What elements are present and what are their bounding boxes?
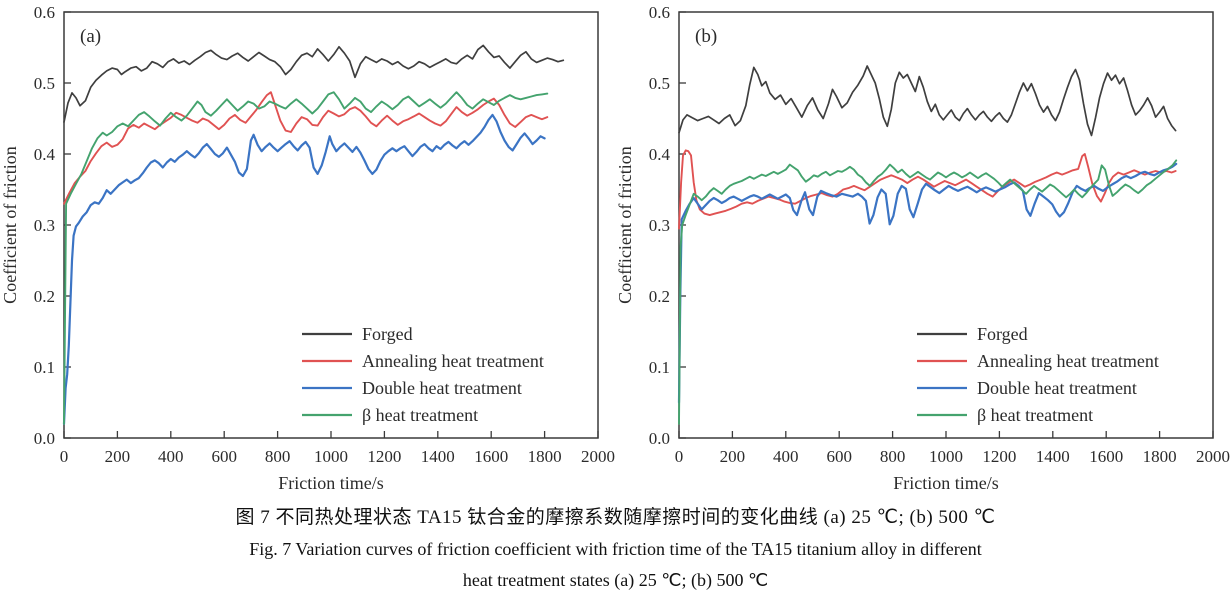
y-tick-label: 0.3 <box>649 216 670 235</box>
legend-item: β heat treatment <box>302 405 478 425</box>
legend-item: Forged <box>917 324 1028 344</box>
legend-label: β heat treatment <box>977 405 1093 425</box>
y-tick-label: 0.4 <box>649 145 671 164</box>
legend-label: Forged <box>977 324 1028 344</box>
legend-label: β heat treatment <box>362 405 478 425</box>
series-line-double-heat-treatment <box>677 162 1178 404</box>
x-tick-label: 200 <box>105 447 131 466</box>
legend-item: Annealing heat treatment <box>302 351 544 371</box>
legend-item: Double heat treatment <box>917 378 1137 398</box>
figure-caption: 图 7 不同热处理状态 TA15 钛合金的摩擦系数随摩擦时间的变化曲线 (a) … <box>0 502 1231 591</box>
x-tick-label: 800 <box>265 447 291 466</box>
line-chart-b: 0 200 400 600 800 1000 1200 1400 1600 1800 2000 0.0… <box>615 3 1230 493</box>
legend-label: Double heat treatment <box>977 378 1137 398</box>
y-tick-label: 0.0 <box>649 429 670 448</box>
y-tick-label: 0.4 <box>34 145 56 164</box>
x-tick-label: 400 <box>773 447 799 466</box>
caption-english-line2: heat treatment states (a) 25 ℃; (b) 500 … <box>462 570 769 590</box>
series-line-forged <box>63 44 565 123</box>
x-tick-label: 600 <box>211 447 237 466</box>
x-tick-label: 1200 <box>982 447 1016 466</box>
x-axis-title: Friction time/s <box>893 473 999 492</box>
y-tick-label: 0.5 <box>649 74 670 93</box>
x-tick-label: 1800 <box>1143 447 1177 466</box>
y-axis-title: Coefficient of friction <box>0 146 20 304</box>
x-tick-label: 2000 <box>581 447 615 466</box>
y-tick-label: 0.6 <box>649 3 670 22</box>
series-line-forged <box>678 65 1177 137</box>
y-tick-label: 0.3 <box>34 216 55 235</box>
plot-border <box>63 11 599 439</box>
y-tick-label: 0.6 <box>34 3 55 22</box>
x-tick-label: 1400 <box>1036 447 1070 466</box>
x-tick-label: 1000 <box>929 447 963 466</box>
x-tick-label: 200 <box>720 447 746 466</box>
x-tick-label: 400 <box>158 447 184 466</box>
line-chart-a: 0 200 400 600 800 1000 1200 1400 1600 1800 2000 0.0… <box>0 3 615 493</box>
legend-item: Forged <box>302 324 413 344</box>
x-tick-label: 0 <box>675 447 684 466</box>
legend-label: Annealing heat treatment <box>362 351 544 371</box>
series-line-β-heat-treatment <box>63 91 549 425</box>
panel-label: (a) <box>80 26 101 47</box>
legend-item: Double heat treatment <box>302 378 522 398</box>
caption-english-line1: Fig. 7 Variation curves of friction coef… <box>249 539 982 559</box>
y-tick-label: 0.0 <box>34 429 55 448</box>
x-tick-label: 1600 <box>474 447 508 466</box>
panel-label: (b) <box>695 26 717 47</box>
legend-item: β heat treatment <box>917 405 1093 425</box>
chart-panel-a: 0 200 400 600 800 1000 1200 1400 1600 1800 2000 0.0… <box>0 0 615 493</box>
x-tick-label: 1000 <box>314 447 348 466</box>
x-tick-label: 800 <box>880 447 906 466</box>
x-tick-label: 1600 <box>1089 447 1123 466</box>
series-line-annealing-heat-treatment <box>678 149 1177 230</box>
y-axis-title: Coefficient of friction <box>615 146 635 304</box>
chart-panel-b: 0 200 400 600 800 1000 1200 1400 1600 1800 2000 0.0… <box>615 0 1230 493</box>
series-line-β-heat-treatment <box>678 159 1178 425</box>
legend-label: Annealing heat treatment <box>977 351 1159 371</box>
x-tick-label: 1800 <box>528 447 562 466</box>
x-tick-label: 1200 <box>367 447 401 466</box>
charts-row: 0 200 400 600 800 1000 1200 1400 1600 1800 2000 0.0… <box>0 0 1230 493</box>
x-tick-label: 2000 <box>1196 447 1230 466</box>
x-tick-label: 0 <box>60 447 69 466</box>
y-tick-label: 0.2 <box>34 287 55 306</box>
x-axis-title: Friction time/s <box>278 473 384 492</box>
series-line-double-heat-treatment <box>62 113 546 425</box>
series-line-annealing-heat-treatment <box>63 91 549 205</box>
y-tick-label: 0.5 <box>34 74 55 93</box>
y-tick-label: 0.1 <box>649 358 670 377</box>
x-tick-label: 1400 <box>421 447 455 466</box>
x-tick-label: 600 <box>826 447 852 466</box>
legend-item: Annealing heat treatment <box>917 351 1159 371</box>
legend-label: Double heat treatment <box>362 378 522 398</box>
y-tick-label: 0.2 <box>649 287 670 306</box>
caption-chinese: 图 7 不同热处理状态 TA15 钛合金的摩擦系数随摩擦时间的变化曲线 (a) … <box>235 507 996 528</box>
legend-label: Forged <box>362 324 413 344</box>
y-tick-label: 0.1 <box>34 358 55 377</box>
